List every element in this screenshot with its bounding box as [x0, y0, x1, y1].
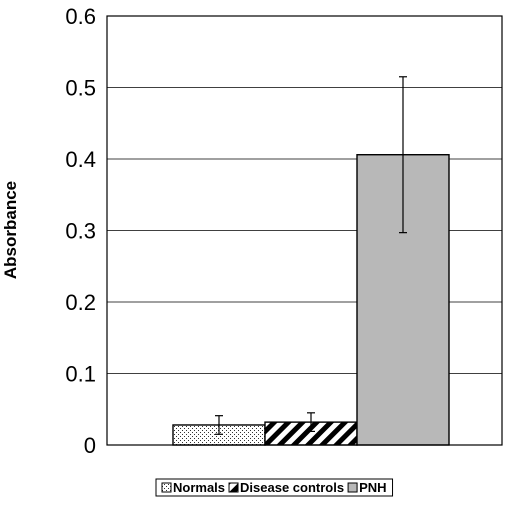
- y-tick-label: 0.1: [65, 362, 96, 387]
- y-axis-title: Absorbance: [1, 181, 20, 279]
- y-tick-label: 0.5: [65, 76, 96, 101]
- legend-box: [155, 478, 394, 497]
- legend-label: Disease controls: [240, 480, 344, 495]
- y-tick-label: 0.4: [65, 147, 96, 172]
- error-bar-normals: [215, 415, 223, 435]
- legend-item-disease-controls: Disease controls: [228, 480, 344, 495]
- legend: Normals Disease controls PNH: [155, 478, 394, 497]
- error-bars: [215, 76, 407, 435]
- error-bar-pnh: [399, 76, 407, 234]
- y-axis-tick-labels: 0 0.1 0.2 0.3 0.4 0.5 0.6: [65, 4, 96, 458]
- legend-item-normals: Normals: [161, 480, 225, 495]
- legend-label: PNH: [359, 480, 386, 495]
- legend-label: Normals: [173, 480, 225, 495]
- y-tick-label: 0.6: [65, 4, 96, 29]
- error-bar-disease-controls: [307, 412, 315, 433]
- legend-swatch: [161, 482, 172, 493]
- y-tick-label: 0.3: [65, 219, 96, 244]
- y-tick-label: 0.2: [65, 290, 96, 315]
- legend-item-pnh: PNH: [347, 480, 387, 495]
- y-tick-label: 0: [84, 433, 96, 458]
- legend-swatch: [228, 482, 239, 493]
- bars: [172, 154, 450, 446]
- plot-area-frame: [106, 15, 503, 446]
- legend-swatch: [347, 482, 358, 493]
